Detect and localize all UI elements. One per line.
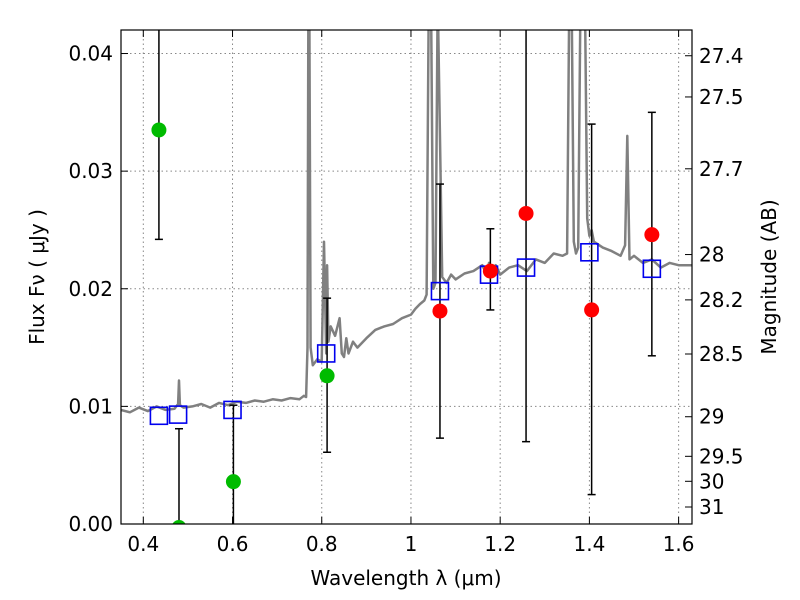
y2-tick-label: 27.5: [699, 85, 744, 109]
y2-tick-label: 27.7: [699, 157, 744, 181]
y-tick-label: 0.02: [68, 277, 113, 301]
axes: 0.4 0.6 0.8 1 1.2 1.4 1.6 0.00 0.01 0.02 0.03 0.04 2…: [68, 30, 744, 556]
model-photometry-square: [580, 243, 599, 262]
model-photometry-square: [316, 344, 336, 363]
green-data-point: [172, 520, 186, 524]
red-data-point: [482, 263, 498, 279]
x-tick-label: 0.4: [127, 532, 159, 556]
red-data-point: [644, 227, 660, 243]
red-data-point: [584, 302, 600, 318]
green-data-point: [151, 122, 167, 138]
y-tick-label: 0.01: [68, 394, 113, 418]
y2-tick-label: 29.5: [699, 444, 744, 468]
right-axis-label: Magnitude (AB): [757, 199, 781, 354]
y-tick-label: 0.04: [68, 42, 113, 66]
x-axis-label: Wavelength λ (μm): [310, 566, 501, 590]
model-photometry-square: [642, 259, 662, 279]
y2-tick-label: 28.2: [699, 288, 744, 312]
red-data-point: [518, 205, 534, 221]
model-photometry-square: [430, 281, 450, 301]
x-tick-label: 1: [405, 532, 418, 556]
y2-tick-label: 30: [699, 469, 724, 493]
model-photometry-square: [516, 258, 536, 277]
y2-tick-label: 29: [699, 405, 724, 429]
x-tick-label: 1.6: [663, 532, 695, 556]
green-data-point: [225, 474, 241, 490]
grid-lines: [121, 30, 692, 525]
y-axis-label: Flux Fν ( μJy ): [25, 209, 49, 345]
model-photometry-square: [223, 400, 242, 420]
x-tick-label: 0.8: [306, 532, 338, 556]
y2-tick-label: 28: [699, 243, 724, 267]
x-tick-label: 1.2: [484, 532, 516, 556]
x-tick-label: 0.6: [217, 532, 249, 556]
y2-tick-label: 27.4: [699, 44, 744, 68]
plot-frame: [120, 29, 693, 525]
plot-data: [121, 30, 692, 524]
red-data-point: [432, 303, 448, 319]
y2-tick-label: 28.5: [699, 342, 744, 366]
y-tick-label: 0.00: [68, 512, 113, 536]
model-sed-line: [121, 30, 692, 414]
x-tick-label: 1.4: [573, 532, 605, 556]
y-tick-label: 0.03: [68, 159, 113, 183]
green-data-point: [319, 368, 335, 384]
y2-tick-label: 31: [699, 495, 724, 519]
model-photometry-square: [168, 405, 188, 424]
model-photometry-square: [149, 406, 169, 426]
